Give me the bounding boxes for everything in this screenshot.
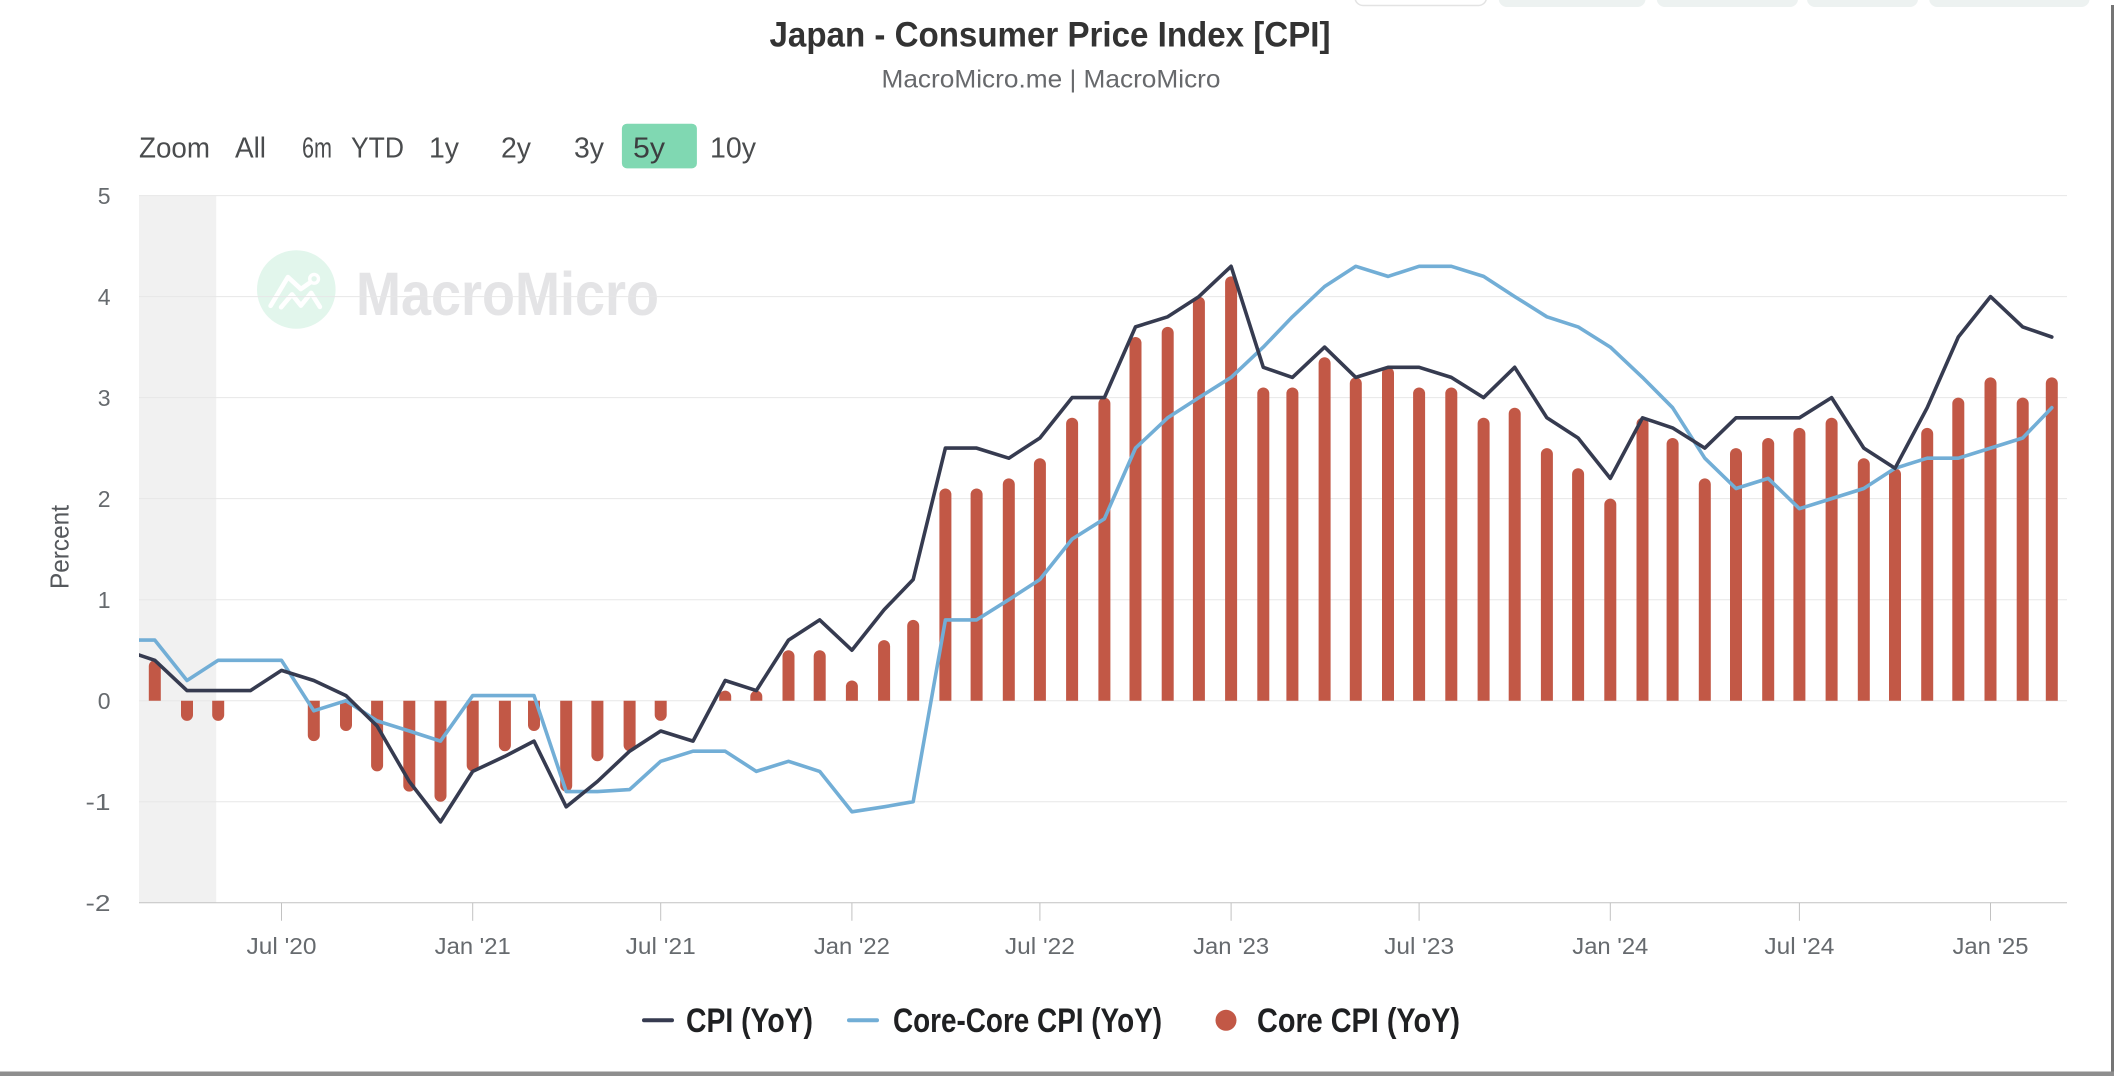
- svg-text:1: 1: [98, 587, 111, 613]
- svg-text:MacroMicro: MacroMicro: [356, 260, 659, 328]
- svg-text:Core CPI (YoY): Core CPI (YoY): [1257, 1002, 1460, 1040]
- svg-text:Jul '22: Jul '22: [1005, 933, 1075, 959]
- svg-text:5: 5: [98, 183, 111, 209]
- svg-text:5y: 5y: [633, 133, 666, 165]
- svg-text:10y: 10y: [710, 133, 756, 165]
- svg-text:YTD: YTD: [351, 133, 404, 165]
- svg-text:Percent: Percent: [45, 504, 75, 589]
- svg-text:Jan '25: Jan '25: [1953, 933, 2029, 959]
- svg-text:CPI (YoY): CPI (YoY): [686, 1002, 813, 1040]
- svg-text:Core-Core CPI (YoY): Core-Core CPI (YoY): [893, 1002, 1162, 1040]
- svg-text:3: 3: [98, 385, 111, 411]
- svg-text:Jul '23: Jul '23: [1384, 933, 1454, 959]
- svg-text:MacroMicro.me | MacroMicro: MacroMicro.me | MacroMicro: [882, 66, 1221, 94]
- svg-text:3y: 3y: [574, 133, 604, 165]
- svg-text:Zoom: Zoom: [139, 133, 210, 165]
- svg-text:Japan - Consumer Price Index [: Japan - Consumer Price Index [CPI]: [770, 16, 1331, 55]
- svg-text:2y: 2y: [501, 133, 531, 165]
- svg-text:6m: 6m: [302, 133, 332, 165]
- svg-text:4: 4: [98, 284, 111, 310]
- svg-text:0: 0: [98, 688, 111, 714]
- svg-text:2: 2: [98, 486, 111, 512]
- svg-text:-1: -1: [86, 789, 111, 815]
- svg-text:Jul '24: Jul '24: [1764, 933, 1834, 959]
- svg-text:Jul '21: Jul '21: [626, 933, 696, 959]
- svg-text:Jan '22: Jan '22: [814, 933, 890, 959]
- svg-text:-2: -2: [86, 890, 111, 916]
- svg-text:Jul '20: Jul '20: [247, 933, 317, 959]
- svg-text:1y: 1y: [429, 133, 459, 165]
- svg-text:Jan '24: Jan '24: [1572, 933, 1648, 959]
- svg-text:Jan '21: Jan '21: [435, 933, 511, 959]
- svg-text:Jan '23: Jan '23: [1193, 933, 1269, 959]
- svg-text:All: All: [235, 133, 266, 165]
